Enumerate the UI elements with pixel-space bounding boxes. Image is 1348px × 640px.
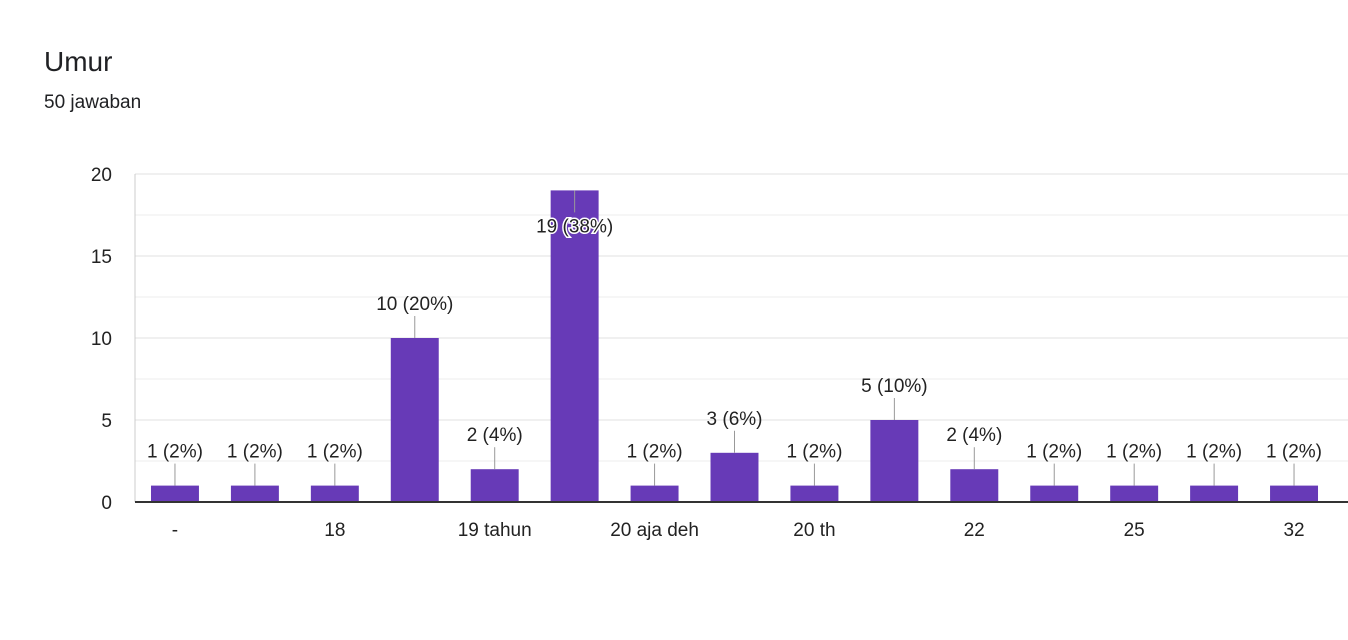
data-label: 10 (20%) <box>376 294 453 315</box>
bar <box>230 485 279 502</box>
bar <box>790 485 839 502</box>
x-tick-label: 32 <box>1283 520 1304 541</box>
chart-title: Umur <box>44 46 113 77</box>
data-label: 1 (2%) <box>1026 442 1082 463</box>
data-label: 1 (2%) <box>1186 442 1242 463</box>
data-label: 3 (6%) <box>707 409 763 430</box>
data-label: 1 (2%) <box>786 442 842 463</box>
bar <box>870 420 919 502</box>
bar <box>390 338 439 502</box>
data-label: 5 (10%) <box>861 376 928 397</box>
data-label: 1 (2%) <box>307 442 363 463</box>
bar <box>310 485 359 502</box>
y-tick-label: 0 <box>101 493 112 514</box>
bar <box>150 485 199 502</box>
bar <box>470 469 519 502</box>
bar <box>710 452 759 502</box>
bar <box>1270 485 1319 502</box>
data-label: 1 (2%) <box>147 442 203 463</box>
data-label: 2 (4%) <box>946 425 1002 446</box>
y-tick-label: 10 <box>91 329 112 350</box>
x-tick-label: 19 tahun <box>458 520 532 541</box>
x-tick-label: 20 th <box>793 520 835 541</box>
data-label: 19 (38%) <box>536 216 613 237</box>
bars <box>135 190 1348 503</box>
x-tick-label: - <box>172 520 178 541</box>
data-label: 1 (2%) <box>627 442 683 463</box>
data-label: 1 (2%) <box>1106 442 1162 463</box>
x-tick-label: 25 <box>1124 520 1145 541</box>
y-tick-label: 20 <box>91 165 112 186</box>
bar <box>950 469 999 502</box>
data-label: 1 (2%) <box>1266 442 1322 463</box>
y-tick-label: 15 <box>91 247 112 268</box>
x-tick-label: 18 <box>324 520 345 541</box>
bar <box>630 485 679 502</box>
data-labels: 1 (2%) 1 (2%) 1 (2%) 10 (20%) 2 (4%) 19 (38%)… <box>147 190 1322 486</box>
x-tick-label: 20 aja deh <box>610 520 699 541</box>
response-count: 50 jawaban <box>44 92 142 113</box>
x-axis-ticks: - 18 19 tahun 20 aja deh 20 th 22 25 32 <box>172 520 1305 541</box>
bar <box>1030 485 1079 502</box>
bar <box>550 190 599 502</box>
bar <box>1190 485 1239 502</box>
data-label: 1 (2%) <box>227 442 283 463</box>
y-tick-label: 5 <box>101 411 112 432</box>
data-label: 2 (4%) <box>467 425 523 446</box>
y-axis-ticks: 0 5 10 15 20 <box>91 165 112 514</box>
bar <box>1110 485 1159 502</box>
x-tick-label: 22 <box>964 520 985 541</box>
